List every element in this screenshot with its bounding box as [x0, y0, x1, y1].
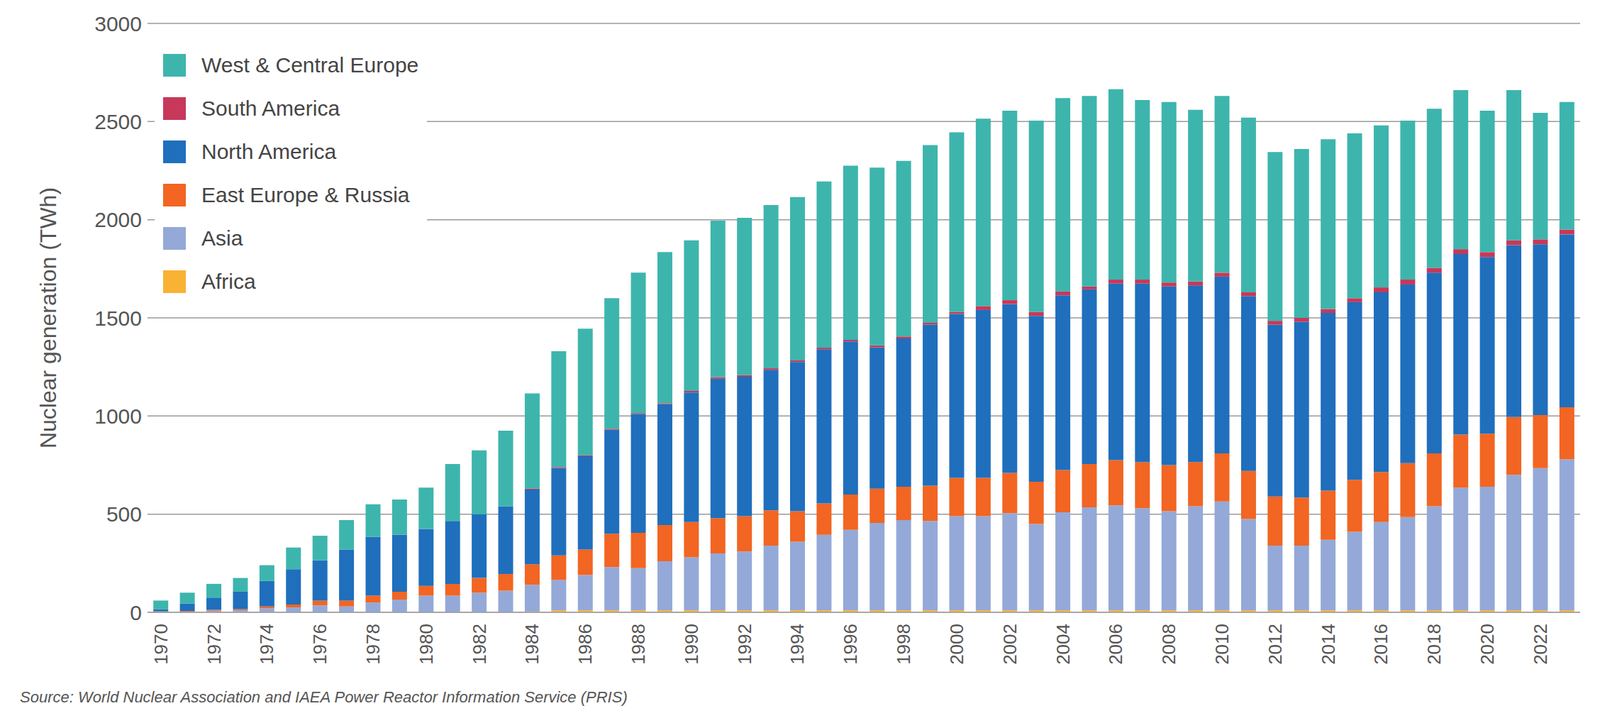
- svg-text:1000: 1000: [94, 404, 142, 428]
- svg-text:2010: 2010: [1211, 623, 1233, 665]
- svg-text:1970: 1970: [150, 623, 172, 665]
- svg-text:1976: 1976: [309, 623, 331, 665]
- svg-text:2022: 2022: [1529, 623, 1552, 665]
- svg-text:2000: 2000: [94, 207, 142, 232]
- svg-text:2006: 2006: [1104, 623, 1127, 665]
- svg-text:2018: 2018: [1423, 623, 1445, 665]
- svg-text:1984: 1984: [521, 623, 543, 665]
- svg-text:500: 500: [106, 502, 142, 526]
- svg-text:2014: 2014: [1317, 623, 1340, 665]
- svg-text:2012: 2012: [1264, 623, 1286, 665]
- svg-text:1982: 1982: [468, 623, 491, 665]
- svg-text:2008: 2008: [1158, 623, 1180, 665]
- svg-text:0: 0: [129, 600, 142, 625]
- html-text:West & Central Europe: West & Central Europe: [201, 52, 419, 77]
- svg-text:2500: 2500: [94, 109, 142, 134]
- html-text:Asia: Asia: [201, 225, 243, 250]
- svg-text:2000: 2000: [946, 623, 968, 665]
- svg-text:2002: 2002: [999, 623, 1021, 665]
- html-text:Source: World Nuclear Associat: Source: World Nuclear Association and IA…: [19, 687, 628, 706]
- svg-text:2016: 2016: [1370, 623, 1392, 665]
- html-text:North America: North America: [201, 139, 337, 163]
- svg-text:1998: 1998: [892, 623, 915, 665]
- svg-text:1986: 1986: [574, 623, 596, 665]
- svg-text:1996: 1996: [839, 623, 861, 665]
- svg-text:Nuclear generation (TWh): Nuclear generation (TWh): [35, 187, 61, 449]
- svg-text:1978: 1978: [362, 623, 384, 665]
- svg-text:1992: 1992: [734, 623, 756, 665]
- svg-text:1994: 1994: [786, 623, 808, 665]
- svg-text:2004: 2004: [1052, 623, 1074, 665]
- svg-text:3000: 3000: [94, 12, 142, 36]
- html-text:South America: South America: [201, 96, 340, 120]
- html-text:Africa: Africa: [201, 269, 256, 293]
- svg-text:1988: 1988: [627, 623, 649, 665]
- svg-text:1972: 1972: [203, 623, 225, 665]
- svg-text:1974: 1974: [256, 623, 278, 665]
- svg-text:1990: 1990: [680, 623, 703, 665]
- svg-text:1500: 1500: [94, 306, 142, 330]
- svg-text:2020: 2020: [1476, 623, 1498, 665]
- svg-text:1980: 1980: [415, 623, 437, 665]
- html-text:East Europe & Russia: East Europe & Russia: [201, 182, 410, 207]
